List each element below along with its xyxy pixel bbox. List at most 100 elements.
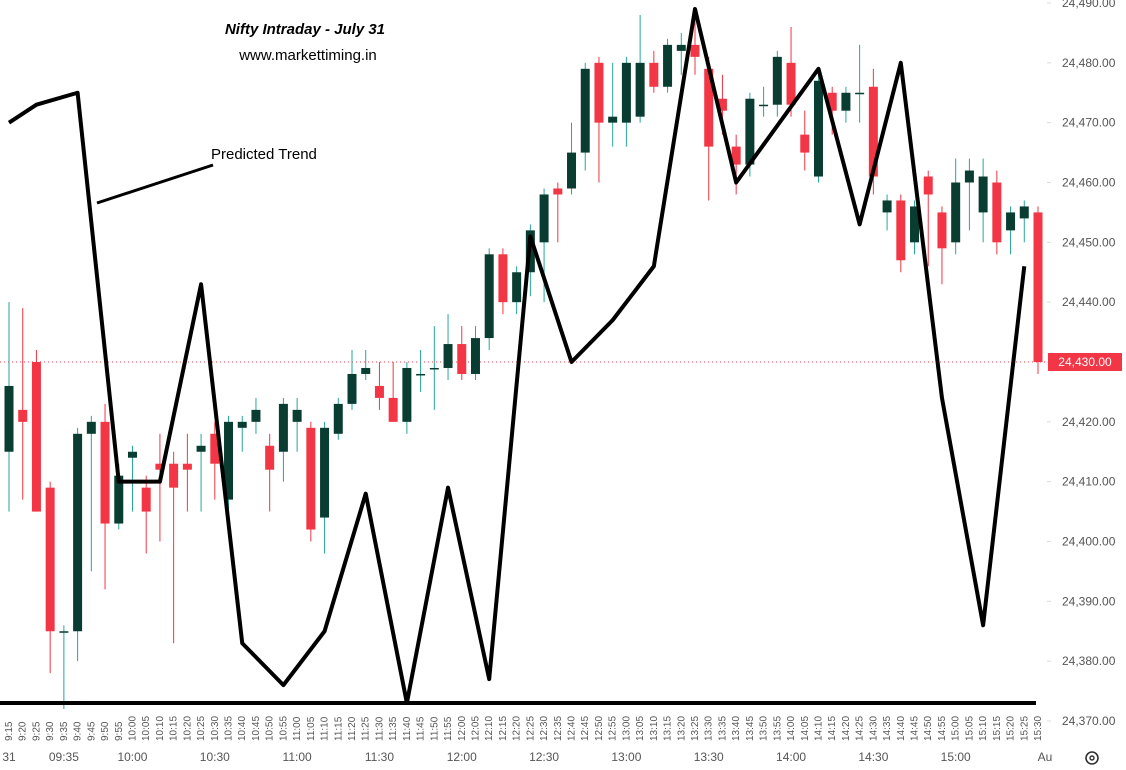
- candle-body: [937, 212, 947, 249]
- candle-body: [1019, 206, 1029, 219]
- x-tick-label: 13:40: [731, 716, 742, 741]
- x-tick-label: 9:15: [4, 721, 15, 741]
- x-tick-label: 10:20: [182, 716, 193, 741]
- gear[interactable]: [1085, 751, 1099, 765]
- x-tick-label: 15:30: [1033, 716, 1044, 741]
- x-tick-label: 11:45: [416, 716, 427, 741]
- candle-body: [141, 487, 151, 512]
- x-tick-label: 11:05: [306, 716, 317, 741]
- x-tick-label: 13:20: [676, 716, 687, 741]
- candle-body: [374, 385, 384, 398]
- x-tick-label: 11:10: [320, 716, 331, 741]
- candle-body: [224, 421, 234, 500]
- x-tick-label: 13:25: [690, 716, 701, 741]
- x-tick-label: 15:00: [951, 716, 962, 741]
- x-tick-label: 11:30: [374, 716, 385, 741]
- x-tick-label: 9:30: [45, 721, 56, 741]
- candle-body: [182, 463, 192, 470]
- x-tick-label: 15:25: [1019, 716, 1030, 741]
- candle-body: [169, 463, 179, 488]
- candle-body: [402, 367, 412, 422]
- plot: [0, 6, 1047, 710]
- candle-body: [978, 176, 988, 213]
- candle-body: [772, 56, 782, 105]
- x-tick-label: 9:50: [100, 721, 111, 741]
- y-tick-label: 24,490.00: [1062, 0, 1116, 10]
- last-price-label: 24,430.00: [1058, 355, 1112, 369]
- x-tick-label: 13:15: [663, 716, 674, 741]
- candle-body: [4, 385, 14, 452]
- x-tick-label: 13:35: [717, 716, 728, 741]
- x-tick-label: 11:50: [429, 716, 440, 741]
- candle-body: [59, 631, 69, 633]
- chart-subtitle: www.markettiming.in: [238, 47, 377, 64]
- x-tick-label: 15:20: [1006, 716, 1017, 741]
- x-tick-label: 9:20: [18, 721, 29, 741]
- x-tick-label: 11:40: [402, 716, 413, 741]
- x-tick-label: 15:05: [964, 716, 975, 741]
- x-tick-label: 9:25: [31, 721, 42, 741]
- x-tick-label: 9:40: [73, 721, 84, 741]
- x-tick-label: 12:15: [498, 716, 509, 741]
- candle-body: [608, 116, 618, 123]
- candle-body: [663, 44, 673, 87]
- candle-body: [964, 170, 974, 183]
- x-tick-label: 12:40: [567, 716, 578, 741]
- x-tick-label: 11:25: [361, 716, 372, 741]
- x-tick-label: 10:30: [210, 716, 221, 741]
- x-tick-label: 9:45: [86, 721, 97, 741]
- candle-body: [498, 254, 508, 303]
- x-tick-label: 12:00: [457, 716, 468, 741]
- candle-body: [1006, 212, 1016, 231]
- x-tick-label: 10:15: [169, 716, 180, 741]
- major-x-label: 11:00: [283, 750, 312, 764]
- candle-body: [704, 68, 714, 147]
- candle-body: [896, 200, 906, 261]
- x-tick-label: 13:45: [745, 716, 756, 741]
- x-tick-label: 12:25: [525, 716, 536, 741]
- gear-center[interactable]: [1089, 755, 1095, 761]
- candle-body: [800, 134, 810, 153]
- x-tick-label: 12:35: [553, 716, 564, 741]
- annotation-pointer: [96, 163, 214, 205]
- candle-body: [786, 62, 796, 105]
- candle-body: [429, 367, 439, 370]
- candle-body: [210, 433, 220, 464]
- candle-body: [690, 44, 700, 57]
- x-tick-label: 11:15: [333, 716, 344, 741]
- y-tick-label: 24,370.00: [1062, 714, 1116, 728]
- y-tick-label: 24,410.00: [1062, 475, 1116, 489]
- settings-icon[interactable]: [1085, 751, 1099, 765]
- x-tick-label: 14:05: [800, 716, 811, 741]
- x-tick-label: 10:25: [196, 716, 207, 741]
- x-tick-label: 14:40: [896, 716, 907, 741]
- y-tick-label: 24,420.00: [1062, 415, 1116, 429]
- candle-body: [470, 338, 480, 374]
- x-tick-label: 13:55: [772, 716, 783, 741]
- major-x-label: 14:30: [858, 750, 888, 764]
- x-tick-label: 12:10: [484, 716, 495, 741]
- candle-body: [539, 194, 549, 243]
- x-tick-label: 11:35: [388, 716, 399, 741]
- x-tick-label: 10:35: [224, 716, 235, 741]
- candle-body: [621, 62, 631, 123]
- candle-body: [114, 475, 124, 524]
- x-tick-label: 11:00: [292, 716, 303, 741]
- y-tick-label: 24,480.00: [1062, 56, 1116, 70]
- candle-body: [649, 62, 659, 87]
- candle-body: [265, 445, 275, 470]
- x-tick-label: 12:30: [539, 716, 550, 741]
- y-tick-label: 24,440.00: [1062, 295, 1116, 309]
- y-tick-label: 24,470.00: [1062, 116, 1116, 130]
- x-tick-label: 14:30: [868, 716, 879, 741]
- x-tick-label: 13:00: [621, 716, 632, 741]
- x-tick-label: 9:35: [59, 721, 70, 741]
- candle-body: [484, 254, 494, 339]
- candle-body: [923, 176, 933, 195]
- x-tick-label: 12:50: [594, 716, 605, 741]
- candle-body: [567, 152, 577, 189]
- major-x-label: 13:00: [611, 750, 641, 764]
- x-tick-label: 14:35: [882, 716, 893, 741]
- trend-line: [7, 6, 1027, 706]
- candle-body: [45, 487, 55, 632]
